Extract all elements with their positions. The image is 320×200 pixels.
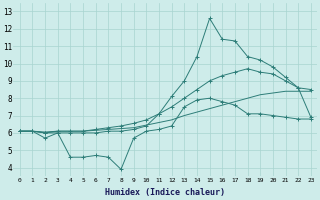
X-axis label: Humidex (Indice chaleur): Humidex (Indice chaleur) — [105, 188, 225, 197]
